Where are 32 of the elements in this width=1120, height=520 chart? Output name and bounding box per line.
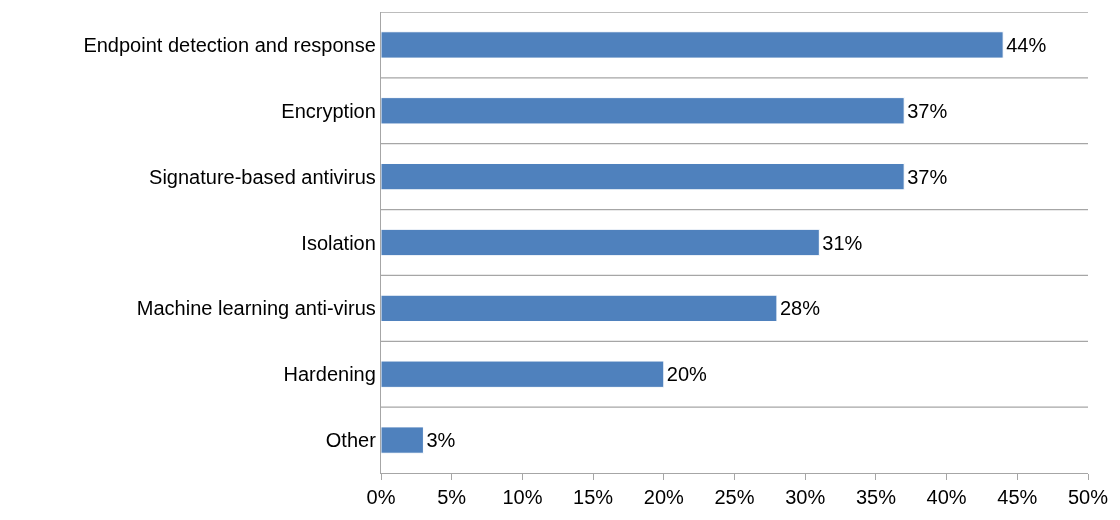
bar (381, 97, 905, 125)
bar (381, 162, 905, 191)
data-label: 3% (426, 429, 456, 452)
bar (381, 228, 820, 257)
x-tick-label: 15% (573, 486, 614, 509)
x-tick-label: 40% (926, 486, 967, 509)
x-tick-label: 50% (1067, 486, 1109, 509)
y-tick-label: Endpoint detection and response (83, 33, 376, 56)
data-label: 37% (907, 99, 948, 122)
bar (381, 360, 665, 388)
y-tick-label: Machine learning anti-virus (136, 297, 376, 320)
x-tick-label: 45% (997, 486, 1038, 509)
x-tick-label: 10% (502, 486, 543, 509)
y-tick-label: Isolation (301, 231, 376, 254)
x-tick-label: 35% (855, 486, 897, 509)
bar (381, 294, 778, 323)
bar (381, 31, 1004, 59)
x-tick-label: 5% (437, 486, 467, 509)
y-tick-label: Hardening (283, 363, 376, 386)
y-tick-label: Encryption (281, 99, 376, 122)
data-label: 31% (822, 231, 863, 254)
data-label: 20% (666, 363, 708, 386)
x-tick-label: 30% (785, 486, 826, 509)
y-tick-label: Signature-based antivirus (149, 165, 376, 188)
data-label: 37% (907, 165, 948, 188)
x-tick-label: 20% (643, 486, 685, 509)
bar (381, 426, 424, 454)
x-tick-label: 0% (366, 486, 396, 509)
data-label: 44% (1006, 33, 1047, 56)
x-tick-label: 25% (714, 486, 755, 509)
y-tick-label: Other (325, 429, 377, 452)
data-label: 28% (779, 297, 821, 320)
